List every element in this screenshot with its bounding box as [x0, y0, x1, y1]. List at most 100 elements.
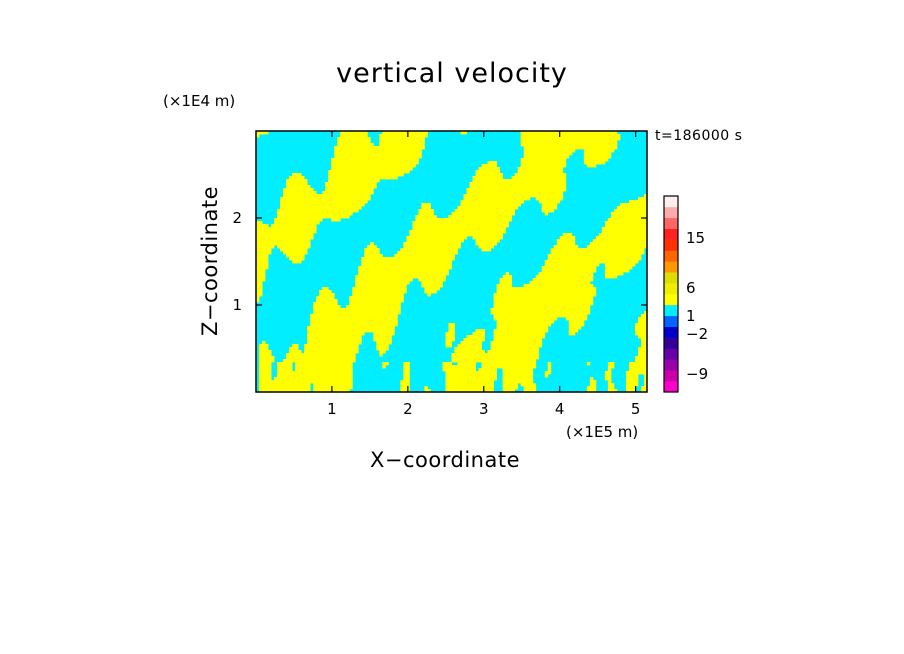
field-cell — [277, 215, 350, 219]
field-cell — [514, 173, 567, 177]
field-cell — [307, 338, 362, 342]
field-cell — [589, 383, 597, 387]
field-cell — [556, 242, 576, 246]
axis-ticks: 1 2 3 4 5 1 2 — [232, 131, 647, 418]
field-cell — [502, 377, 534, 381]
colorbar-swatch — [664, 206, 678, 219]
field-cell — [520, 164, 567, 168]
field-cell — [583, 161, 606, 165]
field-cell — [259, 362, 272, 366]
field-cell — [601, 230, 647, 234]
colorbar-label: −9 — [686, 365, 708, 383]
field-cell — [634, 356, 647, 360]
field-cell — [283, 194, 371, 198]
field-cell — [493, 305, 591, 309]
field-cell — [547, 362, 552, 366]
field-cell — [529, 281, 591, 285]
field-cell — [259, 383, 311, 387]
field-cell — [613, 209, 647, 213]
field-cell — [379, 134, 428, 138]
field-cell — [523, 386, 537, 390]
field-cell — [259, 371, 272, 375]
colorbar-frame — [663, 195, 679, 393]
field-cell — [607, 362, 615, 366]
field-cell — [448, 323, 455, 327]
field-cell — [442, 362, 452, 366]
field-cell — [256, 248, 272, 252]
field-cell — [505, 272, 510, 276]
colorbar-swatch — [664, 370, 678, 382]
field-cell — [544, 374, 549, 378]
field-cell — [274, 218, 323, 222]
field-cell — [607, 380, 612, 384]
field-cell — [289, 350, 302, 354]
field-cell — [616, 206, 647, 210]
field-cell — [283, 191, 317, 195]
field-cell — [454, 347, 482, 351]
field-cell — [361, 263, 452, 267]
field-cell — [589, 377, 594, 381]
field-cell — [520, 158, 567, 162]
colorbar-swatch — [664, 196, 678, 208]
field-cell — [349, 299, 404, 303]
field-cell — [640, 314, 647, 318]
field-cell — [637, 353, 647, 357]
field-cell — [481, 164, 498, 168]
field-cell — [520, 383, 537, 387]
field-cell — [418, 209, 434, 213]
field-cell — [277, 374, 353, 378]
field-cell — [640, 338, 647, 342]
field-cell — [466, 188, 567, 192]
field-cell — [325, 185, 377, 189]
field-cell — [460, 131, 467, 135]
field-cell — [487, 350, 540, 354]
field-cell — [469, 182, 567, 186]
field-cell — [634, 329, 647, 333]
field-cell — [475, 170, 501, 174]
colorbar-swatch — [664, 294, 678, 306]
field-cell — [604, 374, 612, 378]
field-cell — [424, 386, 428, 390]
field-cell — [568, 320, 585, 324]
field-cell — [256, 251, 272, 255]
colorbar-swatch — [664, 261, 678, 273]
field-cell — [412, 224, 510, 228]
field-cell — [319, 293, 335, 297]
field-cell — [334, 152, 422, 156]
field-cell — [502, 380, 534, 384]
field-cell — [628, 368, 647, 372]
field-cell — [643, 383, 647, 387]
field-cell — [445, 338, 455, 342]
field-cell — [331, 218, 341, 222]
field-cell — [547, 257, 642, 261]
field-cell — [493, 317, 558, 321]
field-cell — [445, 386, 494, 390]
field-cell — [316, 296, 335, 300]
field-cell — [277, 368, 293, 372]
field-cell — [256, 287, 263, 291]
plot-frame — [255, 130, 648, 393]
field-cell — [355, 284, 407, 288]
field-cell — [628, 200, 647, 204]
field-cell — [352, 293, 404, 297]
colorbar-swatch — [664, 272, 678, 284]
field-cell — [304, 347, 359, 351]
field-cell — [550, 248, 645, 252]
field-cell — [601, 227, 647, 231]
x-tick-label: 2 — [403, 400, 413, 418]
field-cell — [454, 350, 485, 354]
field-cell — [451, 356, 540, 360]
field-cell — [445, 380, 494, 384]
field-cell — [493, 293, 597, 297]
field-cell — [256, 296, 260, 300]
field-cell — [625, 377, 639, 381]
field-cell — [376, 344, 389, 348]
field-cell — [292, 344, 299, 348]
field-cell — [544, 212, 549, 216]
field-cell — [625, 371, 647, 375]
field-cell — [517, 167, 564, 171]
field-cell — [421, 203, 431, 207]
field-cell — [256, 272, 266, 276]
field-cell — [280, 248, 308, 252]
field-cell — [640, 389, 647, 392]
